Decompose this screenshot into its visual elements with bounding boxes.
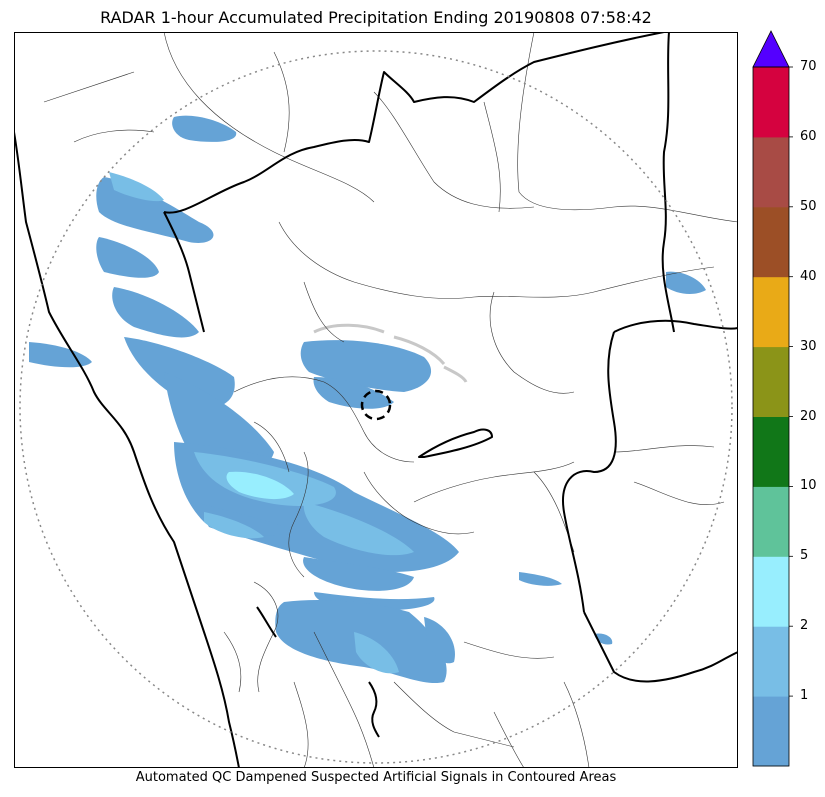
colorbar-segment (753, 556, 789, 627)
radar-map (14, 32, 738, 768)
colorbar-extend-arrow (752, 30, 790, 68)
colorbar-segment (753, 276, 789, 348)
district-boundaries (43, 32, 738, 768)
colorbar-segment (753, 67, 789, 138)
footer-note: Automated QC Dampened Suspected Artifici… (135, 770, 617, 785)
colorbar-tick-label: 70 (800, 59, 817, 74)
colorbar-segment (753, 486, 789, 557)
colorbar-tick-label: 10 (800, 478, 817, 494)
colorbar (752, 30, 793, 767)
state-boundaries (14, 32, 738, 768)
colorbar-tick-label: 20 (800, 408, 817, 424)
colorbar-segment (753, 346, 789, 417)
colorbar-segment (753, 626, 789, 697)
map-frame (14, 32, 738, 768)
range-ring (19, 50, 733, 764)
colorbar-tick-label: 60 (800, 128, 817, 144)
colorbar-segment (753, 696, 789, 767)
colorbar-tick-label: 40 (800, 268, 817, 284)
plot-title: RADAR 1-hour Accumulated Precipitation E… (100, 8, 652, 27)
precip-heavy (226, 471, 294, 500)
colorbar-segment (753, 206, 789, 278)
colorbar-tick-label: 30 (800, 338, 817, 354)
colorbar-tick-label: 50 (800, 198, 817, 214)
colorbar-tick-label: 5 (800, 548, 809, 564)
colorbar-tick-label: 2 (800, 618, 809, 634)
colorbar-segment (753, 136, 789, 208)
precip-light (29, 115, 706, 684)
colorbar-segment (753, 416, 789, 487)
colorbar-tick-label: 1 (800, 688, 809, 704)
radar-site-marker (360, 389, 392, 421)
qc-contours (313, 323, 468, 383)
